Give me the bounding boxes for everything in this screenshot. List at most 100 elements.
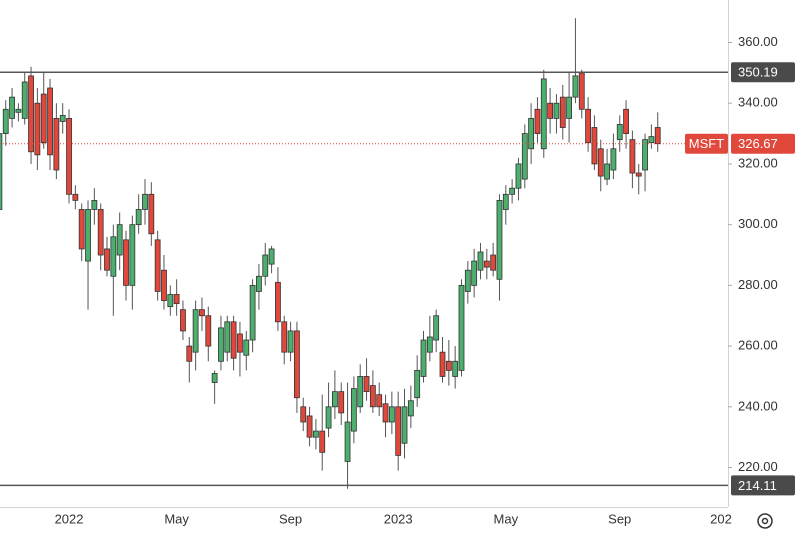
candle-body <box>325 406 332 429</box>
candle-body <box>256 275 262 292</box>
candle-body <box>312 430 319 438</box>
level-label-box <box>731 62 795 83</box>
candle-body <box>420 339 427 377</box>
candle-body <box>91 199 98 210</box>
candle-body <box>572 75 579 98</box>
candle-body <box>161 269 167 301</box>
candle-body <box>445 360 452 371</box>
candle-body <box>559 96 566 128</box>
candle-body <box>218 327 224 362</box>
candle-body <box>509 187 516 195</box>
candle-body <box>72 193 79 201</box>
candle-body <box>0 133 3 210</box>
candle-body <box>249 284 256 341</box>
last-price-label: 326.67 <box>738 136 778 151</box>
y-tick-label: 340.00 <box>738 95 778 110</box>
candle-body <box>15 108 22 113</box>
candle-body <box>180 309 186 332</box>
candle-body <box>211 373 218 383</box>
candle-body <box>173 294 180 304</box>
candle-body <box>496 199 503 280</box>
candle-body <box>414 369 421 399</box>
candle-body <box>268 248 275 265</box>
plot-area <box>0 18 728 489</box>
candle-body <box>28 75 34 153</box>
candle-body <box>344 421 351 462</box>
candle-body <box>34 102 41 156</box>
x-tick-label: May <box>164 511 189 526</box>
candle-body <box>275 281 281 323</box>
candle-body <box>237 333 243 353</box>
candle-body <box>192 309 199 353</box>
candle-body <box>9 96 15 119</box>
candle-body <box>395 406 402 456</box>
candle-body <box>53 118 60 171</box>
candle-body <box>439 351 446 377</box>
y-tick-label: 320.00 <box>738 155 778 170</box>
candle-body <box>224 321 231 353</box>
candle-body <box>471 260 478 286</box>
candle-body <box>40 93 47 144</box>
x-tick-label: 2023 <box>384 511 413 526</box>
candle-body <box>578 72 585 110</box>
candle-body <box>363 376 370 393</box>
candle-body <box>2 108 9 134</box>
y-tick-label: 260.00 <box>738 338 778 353</box>
candle-body <box>597 148 604 177</box>
candle-body <box>616 124 623 141</box>
y-tick-label: 280.00 <box>738 277 778 292</box>
candle-body <box>382 403 389 423</box>
level-label-box <box>731 475 795 496</box>
candle-body <box>104 248 110 271</box>
candle-body <box>142 193 148 210</box>
candle-body <box>287 330 294 353</box>
y-tick-label: 220.00 <box>738 459 778 474</box>
candle-body <box>85 209 91 262</box>
settings-icon[interactable] <box>757 513 773 529</box>
candle-body <box>553 102 560 119</box>
x-tick-label: 2022 <box>55 511 84 526</box>
candle-body <box>369 385 376 408</box>
candle-body <box>458 284 465 371</box>
x-tick-label: Sep <box>279 511 302 526</box>
candle-body <box>167 294 174 308</box>
candle-body <box>306 415 313 438</box>
candle-body <box>547 102 554 119</box>
candle-body <box>490 254 497 271</box>
candle-body <box>477 251 484 271</box>
candle-body <box>66 118 72 195</box>
candle-body <box>331 391 338 408</box>
candle-body <box>300 406 307 423</box>
last-price-box <box>731 133 795 154</box>
x-tick-label: May <box>494 511 519 526</box>
candle-body <box>205 315 212 347</box>
candle-body <box>78 209 85 250</box>
candle-body <box>407 400 414 417</box>
y-tick-label: 300.00 <box>738 216 778 231</box>
candle-body <box>585 108 591 144</box>
candle-body <box>591 127 598 165</box>
candle-body <box>243 339 250 356</box>
candle-body <box>464 269 471 292</box>
candle-body <box>186 345 193 362</box>
candle-body <box>199 309 205 317</box>
candle-body <box>47 87 53 156</box>
candle-body <box>338 391 345 414</box>
settings-icon-center[interactable] <box>761 517 769 525</box>
symbol-label: MSFT <box>689 136 724 151</box>
candle-body <box>521 133 528 180</box>
candle-body <box>629 139 636 174</box>
candle-body <box>123 239 129 286</box>
candle-body <box>635 172 642 177</box>
y-tick-label: 240.00 <box>738 398 778 413</box>
x-tick-label: 202 <box>710 511 732 526</box>
candle-body <box>610 148 617 171</box>
settings-button[interactable] <box>757 513 773 529</box>
candle-body <box>433 315 440 341</box>
candle-body <box>357 376 364 408</box>
candle-body <box>97 209 104 256</box>
candle-body <box>21 81 28 119</box>
candle-body <box>648 136 655 144</box>
level-label: 214.11 <box>738 478 777 493</box>
